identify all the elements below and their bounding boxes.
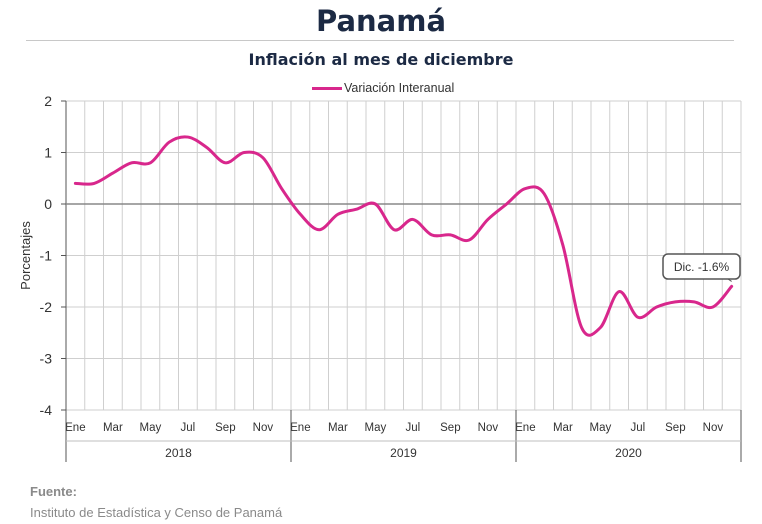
- legend-label: Variación Interanual: [344, 81, 455, 95]
- data-point: [317, 228, 321, 232]
- annotation-leader: [727, 278, 732, 282]
- data-point: [617, 290, 621, 294]
- data-point: [655, 305, 659, 309]
- data-point: [355, 207, 359, 211]
- x-month-label: Jul: [631, 422, 646, 434]
- data-point: [692, 300, 696, 304]
- data-point: [636, 315, 640, 319]
- data-point: [673, 300, 677, 304]
- x-year-label: 2019: [390, 446, 417, 460]
- data-point: [711, 305, 715, 309]
- x-month-label: Ene: [65, 422, 85, 434]
- data-point: [261, 156, 265, 160]
- title-divider: [26, 40, 734, 41]
- y-tick-label: 1: [44, 145, 52, 161]
- data-point: [542, 192, 546, 196]
- data-point: [580, 326, 584, 330]
- line-chart: 2 1 0 -1 -2 -3 -4 Porcentajes Ene Mar May Jul Sep Nov…: [18, 93, 742, 462]
- data-point: [92, 181, 96, 185]
- source-text: Instituto de Estadística y Censo de Pana…: [30, 505, 283, 520]
- chart-title: Panamá: [315, 4, 447, 38]
- x-month-label: Jul: [181, 422, 196, 434]
- x-year-label: 2020: [615, 446, 642, 460]
- x-month-label: May: [140, 422, 162, 434]
- legend: Variación Interanual: [312, 79, 454, 97]
- data-point: [411, 217, 415, 221]
- y-axis-title: Porcentajes: [18, 221, 33, 290]
- x-month-label: Mar: [328, 422, 348, 434]
- data-point: [505, 202, 509, 206]
- y-tick-label: -3: [40, 351, 53, 367]
- annotation-label: Dic. -1.6%: [674, 260, 730, 274]
- x-year-label: 2018: [165, 446, 192, 460]
- data-point: [430, 233, 434, 237]
- data-point: [561, 243, 565, 247]
- data-point: [205, 145, 209, 149]
- data-point: [392, 228, 396, 232]
- data-point: [730, 284, 734, 288]
- data-point: [130, 161, 134, 165]
- x-month-label: Mar: [103, 422, 123, 434]
- x-month-label: Jul: [406, 422, 421, 434]
- x-month-label: May: [365, 422, 387, 434]
- x-month-label: Ene: [290, 422, 310, 434]
- data-point: [186, 135, 190, 139]
- chart-subtitle: Inflación al mes de diciembre: [248, 50, 514, 69]
- annotation-box: [662, 253, 741, 280]
- data-point: [111, 171, 115, 175]
- data-point: [223, 161, 227, 165]
- y-tick-label: -1: [40, 248, 53, 264]
- x-month-label: Sep: [440, 422, 460, 434]
- y-tick-label: -4: [40, 402, 53, 418]
- data-point: [598, 326, 602, 330]
- data-point: [280, 187, 284, 191]
- x-month-label: Ene: [515, 422, 535, 434]
- data-point: [73, 181, 77, 185]
- data-point: [467, 238, 471, 242]
- x-month-label: Nov: [478, 422, 499, 434]
- data-point: [523, 187, 527, 191]
- data-point: [242, 151, 246, 155]
- x-month-label: Nov: [703, 422, 724, 434]
- series-line-variacion-interanual: [73, 135, 734, 337]
- data-point: [336, 212, 340, 216]
- x-month-label: Nov: [253, 422, 274, 434]
- x-month-label: Sep: [215, 422, 235, 434]
- x-month-label: May: [590, 422, 612, 434]
- x-month-label: Mar: [553, 422, 573, 434]
- y-tick-label: -2: [40, 299, 53, 315]
- y-tick-label: 0: [44, 196, 52, 212]
- legend-swatch: [312, 86, 342, 90]
- data-point: [486, 217, 490, 221]
- data-point: [448, 233, 452, 237]
- data-point: [148, 161, 152, 165]
- x-month-label: Sep: [665, 422, 685, 434]
- y-tick-label: 2: [44, 93, 52, 109]
- source-label: Fuente:: [30, 484, 77, 499]
- data-point: [298, 212, 302, 216]
- data-point: [167, 140, 171, 144]
- data-point: [373, 202, 377, 206]
